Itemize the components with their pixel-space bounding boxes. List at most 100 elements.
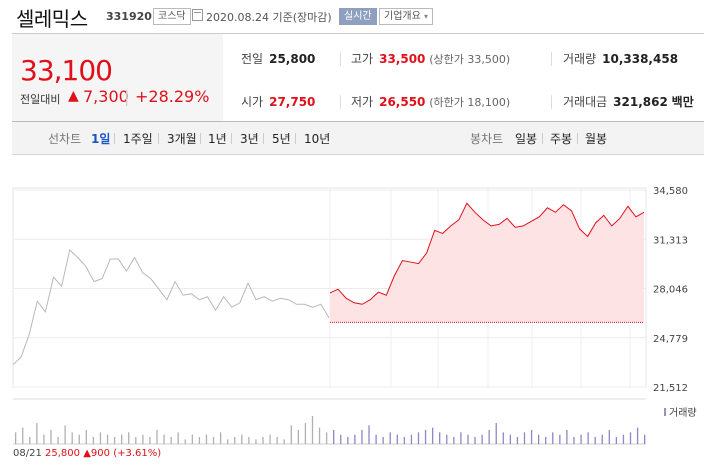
divider — [542, 133, 543, 144]
divider — [340, 52, 341, 66]
tab-10year[interactable]: 10년 — [304, 132, 331, 146]
volume-bar — [297, 430, 299, 444]
stat-low-label: 저가 — [351, 95, 374, 109]
tab-1year[interactable]: 1년 — [208, 132, 227, 146]
volume-legend: 거래량 — [669, 407, 697, 419]
volume-bar — [325, 432, 328, 444]
volume-bar — [170, 437, 172, 444]
volume-bar — [410, 434, 413, 444]
stat-high: 고가 33,500 (상한가 33,500) — [351, 50, 510, 67]
up-arrow-icon: ▲ — [83, 448, 91, 459]
volume-bar — [509, 434, 512, 444]
footer-change: 900 — [90, 448, 110, 459]
volume-bar — [78, 434, 80, 444]
volume-bar — [290, 425, 292, 444]
tab-monthly[interactable]: 월봉 — [585, 132, 608, 146]
volume-bar — [269, 434, 271, 444]
company-info-button[interactable]: 기업개요 ▾ — [379, 8, 434, 25]
divider — [577, 133, 578, 144]
volume-bar — [488, 430, 490, 444]
volume-bar — [502, 432, 504, 444]
volume-bar — [142, 434, 144, 444]
volume-bar — [467, 434, 469, 444]
stat-high-label: 고가 — [351, 52, 374, 66]
y-tick-label: 21,512 — [653, 383, 688, 394]
volume-bar — [424, 430, 427, 444]
divider — [295, 133, 296, 144]
volume-bar — [241, 434, 243, 444]
price-summary: 33,100 전일대비 ▲ 7,300 | +28.29% — [12, 34, 223, 121]
company-info-label: 기업개요 — [384, 11, 421, 22]
volume-bar — [276, 437, 278, 444]
volume-bar — [234, 437, 236, 444]
stock-name[interactable]: 셀레믹스 — [16, 7, 88, 31]
volume-bar — [92, 437, 95, 444]
stat-low: 저가 26,550 (하한가 18,100) — [351, 93, 510, 110]
volume-bar — [15, 432, 17, 444]
tab-1week[interactable]: 1주일 — [123, 132, 153, 146]
volume-bar — [446, 434, 448, 444]
series-prev-day — [12, 249, 330, 365]
volume-bar — [99, 432, 102, 444]
tab-weekly[interactable]: 주봉 — [550, 132, 573, 146]
volume-bar — [368, 425, 370, 444]
stock-code: 331920 — [106, 10, 152, 23]
volume-bar — [439, 432, 441, 444]
change-percent: +28.29% — [135, 87, 210, 106]
divider — [263, 133, 264, 144]
volume-bar — [255, 439, 257, 444]
volume-bar — [85, 430, 87, 444]
volume-bar — [566, 430, 568, 444]
volume-bar — [121, 434, 123, 444]
calendar-icon — [192, 9, 203, 21]
volume-bar — [163, 434, 165, 444]
footer-date: 08/21 — [13, 448, 42, 459]
base-date: 2020.08.24 기준(장마감) — [206, 11, 332, 24]
divider — [114, 133, 115, 144]
candle-chart-label: 봉차트 — [470, 132, 504, 146]
volume-bar — [113, 437, 116, 444]
intraday-chart[interactable]: 34,58031,31328,04624,77921,512거래량08/2410… — [0, 155, 708, 447]
volume-bar — [156, 430, 158, 444]
volume-bar — [311, 416, 314, 444]
tab-5year[interactable]: 5년 — [272, 132, 291, 146]
divider — [551, 52, 552, 66]
volume-bar — [36, 423, 38, 444]
divider — [231, 133, 232, 144]
volume-bar — [219, 432, 222, 444]
lower-limit: (하한가 18,100) — [429, 96, 511, 109]
volume-bar — [636, 427, 639, 444]
current-price: 33,100 — [20, 54, 113, 87]
stat-open-label: 시가 — [241, 95, 264, 109]
volume-bar — [184, 439, 186, 444]
price-stats: 전일 25,800 고가 33,500 (상한가 33,500) 거래량 10,338… — [223, 34, 704, 121]
stock-header: 셀레믹스 331920 코스닥 2020.08.24 기준(장마감) 실시간 기… — [0, 0, 708, 34]
volume-bar — [191, 434, 193, 444]
volume-bar — [608, 430, 610, 444]
market-badge: 코스닥 — [153, 8, 191, 25]
volume-bar — [198, 437, 201, 444]
change-value: 7,300 — [83, 87, 129, 106]
stat-high-value: 33,500 — [379, 52, 426, 66]
stat-amount-unit: 백만 — [671, 95, 694, 109]
tab-1day[interactable]: 1일 — [91, 132, 111, 146]
tab-3year[interactable]: 3년 — [240, 132, 259, 146]
volume-bar — [580, 434, 582, 444]
volume-bar — [481, 434, 483, 444]
volume-bar — [629, 432, 632, 444]
tab-daily[interactable]: 일봉 — [515, 132, 538, 146]
realtime-button[interactable]: 실시간 — [339, 8, 377, 25]
volume-bar — [495, 423, 497, 444]
volume-bar — [523, 432, 526, 444]
divider — [340, 95, 341, 109]
divider — [158, 133, 159, 144]
tab-3month[interactable]: 3개월 — [167, 132, 197, 146]
volume-bar — [128, 432, 130, 444]
stat-volume-value: 10,338,458 — [602, 52, 679, 66]
line-chart-label: 선차트 — [48, 132, 82, 146]
series-today-area — [330, 203, 644, 323]
volume-bar — [205, 434, 208, 444]
stat-volume-label: 거래량 — [563, 52, 597, 66]
volume-bar — [573, 437, 575, 444]
volume-bar — [347, 437, 349, 444]
